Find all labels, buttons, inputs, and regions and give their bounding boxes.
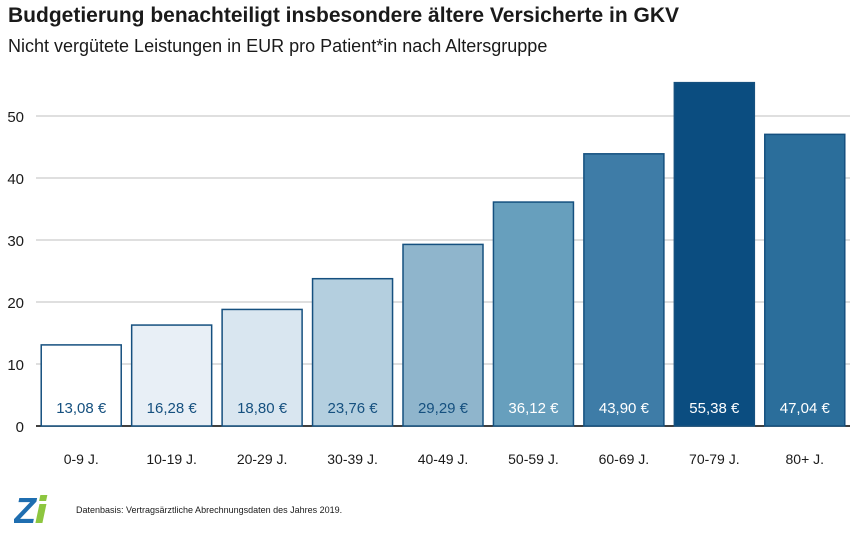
bar xyxy=(311,277,394,427)
y-tick-label: 10 xyxy=(7,357,24,374)
y-tick-label: 30 xyxy=(7,233,24,250)
bar xyxy=(40,344,122,427)
x-tick-label: 20-29 J. xyxy=(237,451,288,467)
x-tick-label: 50-59 J. xyxy=(508,451,559,467)
bar xyxy=(402,243,484,427)
bar xyxy=(221,308,303,427)
bar xyxy=(130,324,213,427)
x-tick-label: 30-39 J. xyxy=(327,451,378,467)
x-tick-label: 40-49 J. xyxy=(418,451,469,467)
bar xyxy=(583,153,665,427)
x-axis-labels: 0-9 J. 10-19 J. 20-29 J. 30-39 J. 40-49 J. 50… xyxy=(64,451,824,467)
x-tick-label: 70-79 J. xyxy=(689,451,740,467)
value-label: 55,38 € xyxy=(689,400,740,417)
y-tick-label: 40 xyxy=(7,171,24,188)
x-tick-label: 80+ J. xyxy=(786,451,825,467)
value-label: 47,04 € xyxy=(780,400,831,417)
bar xyxy=(492,201,575,427)
bar xyxy=(764,133,846,427)
chart-title: Budgetierung benachteiligt insbesondere … xyxy=(8,4,680,27)
x-tick-label: 0-9 J. xyxy=(64,451,99,467)
value-labels: 13,08 € 16,28 € 18,80 € 23,76 € 29,29 € 36,12… xyxy=(56,400,830,417)
zi-logo: Z xyxy=(14,492,48,526)
y-tick-label: 0 xyxy=(16,419,24,436)
bars xyxy=(40,81,846,427)
value-label: 16,28 € xyxy=(147,400,198,417)
svg-text:Z: Z xyxy=(14,492,38,526)
x-tick-label: 10-19 J. xyxy=(146,451,197,467)
value-label: 13,08 € xyxy=(56,400,107,417)
y-tick-label: 50 xyxy=(7,109,24,126)
y-axis-ticks: 0 10 20 30 40 50 xyxy=(7,109,24,436)
footnote: Datenbasis: Vertragsärztliche Abrechnung… xyxy=(76,505,343,515)
y-tick-label: 20 xyxy=(7,295,24,312)
chart-subtitle: Nicht vergütete Leistungen in EUR pro Pa… xyxy=(8,36,548,56)
bar xyxy=(673,81,756,427)
value-label: 43,90 € xyxy=(599,400,650,417)
value-label: 23,76 € xyxy=(328,400,379,417)
value-label: 36,12 € xyxy=(508,400,559,417)
value-label: 29,29 € xyxy=(418,400,469,417)
value-label: 18,80 € xyxy=(237,400,288,417)
x-tick-label: 60-69 J. xyxy=(599,451,650,467)
bar-chart: 0 10 20 30 40 50 13,08 € 16,28 € 18,80 € 23,76 €… xyxy=(7,81,850,467)
